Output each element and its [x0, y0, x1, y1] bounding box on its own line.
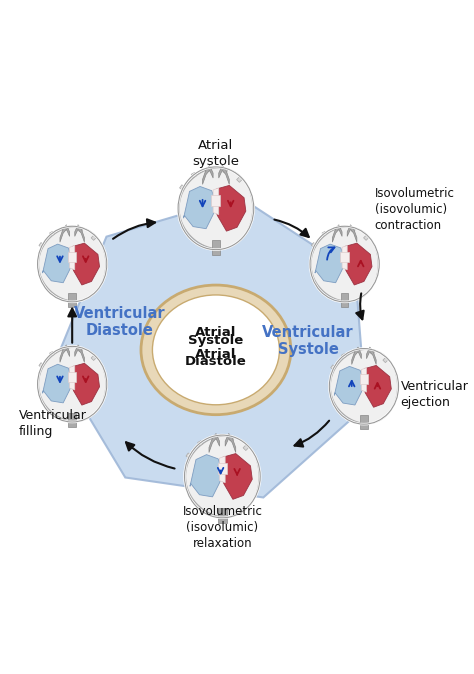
Polygon shape — [366, 347, 376, 365]
Polygon shape — [209, 433, 219, 452]
Polygon shape — [361, 368, 366, 392]
Bar — [364, 235, 369, 241]
Bar — [186, 453, 191, 458]
Bar — [360, 374, 368, 384]
Bar — [341, 293, 348, 307]
Bar — [243, 445, 248, 450]
Bar — [213, 435, 218, 439]
Bar — [212, 240, 220, 255]
Bar — [223, 168, 228, 173]
Text: Isovolumetric
(isovolumic)
relaxation: Isovolumetric (isovolumic) relaxation — [182, 506, 262, 551]
Ellipse shape — [141, 285, 291, 415]
Bar — [383, 358, 388, 363]
Text: Ventricular
ejection: Ventricular ejection — [401, 380, 468, 409]
Polygon shape — [60, 225, 70, 242]
Text: Ventricular
Systole: Ventricular Systole — [262, 325, 354, 357]
Bar — [50, 231, 55, 236]
Polygon shape — [342, 245, 347, 270]
Polygon shape — [183, 187, 217, 228]
Bar — [351, 227, 356, 232]
Polygon shape — [219, 456, 225, 483]
Bar — [50, 351, 55, 357]
Polygon shape — [362, 365, 392, 407]
Bar — [68, 293, 76, 307]
Polygon shape — [60, 345, 70, 363]
Ellipse shape — [153, 295, 279, 405]
Bar — [180, 185, 185, 190]
Polygon shape — [315, 244, 345, 282]
Polygon shape — [185, 436, 259, 517]
Bar — [341, 354, 346, 359]
Bar — [311, 243, 316, 247]
Bar — [360, 415, 368, 429]
Bar — [356, 348, 360, 353]
Bar — [370, 350, 375, 355]
Polygon shape — [38, 227, 106, 301]
Polygon shape — [214, 185, 246, 231]
Bar — [331, 365, 336, 370]
Bar — [237, 177, 242, 183]
Polygon shape — [352, 347, 361, 365]
Text: Systole: Systole — [188, 334, 244, 347]
Bar — [229, 437, 234, 441]
Bar — [91, 355, 96, 361]
Polygon shape — [55, 197, 366, 497]
Polygon shape — [202, 165, 213, 185]
Polygon shape — [190, 455, 223, 497]
Bar — [68, 372, 76, 382]
Polygon shape — [75, 345, 84, 363]
Text: Atrial: Atrial — [195, 348, 237, 361]
Polygon shape — [70, 365, 75, 390]
Bar — [198, 441, 203, 446]
Bar — [218, 508, 227, 523]
Bar — [39, 363, 44, 367]
Polygon shape — [330, 349, 398, 423]
Bar — [91, 235, 96, 241]
Text: Atrial: Atrial — [195, 326, 237, 339]
Text: Ventricular
Diastole: Ventricular Diastole — [73, 306, 165, 338]
Text: Atrial
systole: Atrial systole — [192, 139, 239, 168]
Polygon shape — [75, 225, 84, 242]
Bar — [340, 252, 349, 262]
Polygon shape — [43, 364, 73, 403]
Bar — [68, 252, 76, 262]
Polygon shape — [70, 363, 100, 405]
Polygon shape — [332, 225, 342, 242]
Bar — [64, 346, 68, 350]
Bar — [322, 231, 327, 236]
Text: Isovolumetric
(isovolumic)
contraction: Isovolumetric (isovolumic) contraction — [374, 187, 455, 232]
Bar — [68, 413, 76, 427]
Polygon shape — [179, 168, 253, 249]
Bar — [79, 348, 83, 352]
Polygon shape — [220, 454, 252, 499]
Polygon shape — [70, 245, 75, 270]
Polygon shape — [38, 347, 106, 421]
Polygon shape — [225, 433, 236, 452]
Bar — [211, 195, 220, 206]
Bar — [79, 227, 83, 232]
Polygon shape — [70, 243, 100, 285]
Polygon shape — [43, 244, 73, 282]
Text: Ventricular
filling: Ventricular filling — [18, 409, 86, 438]
Text: Diastole: Diastole — [185, 355, 247, 369]
Polygon shape — [334, 367, 365, 405]
Bar — [218, 463, 227, 474]
Bar — [191, 173, 196, 178]
Polygon shape — [343, 243, 372, 285]
Polygon shape — [311, 227, 378, 301]
Bar — [207, 167, 211, 171]
Polygon shape — [213, 188, 219, 214]
Bar — [337, 226, 340, 231]
Polygon shape — [347, 225, 357, 242]
Polygon shape — [219, 165, 229, 185]
Bar — [64, 226, 68, 231]
Bar — [39, 243, 44, 247]
